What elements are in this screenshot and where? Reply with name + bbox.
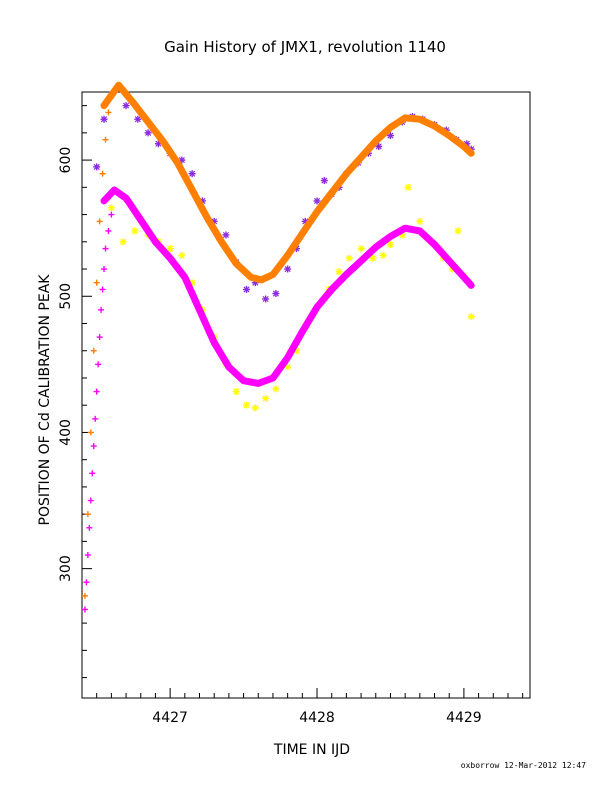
y-minor-ticks [82,105,87,679]
chart-title: Gain History of JMX1, revolution 1140 [164,38,446,56]
data-point [100,115,108,123]
y-tick-label: 300 [58,555,74,582]
data-point [105,109,112,116]
data-point [284,265,292,273]
data-point [108,211,115,218]
data-point [320,177,328,185]
data-point [357,245,365,253]
data-point [335,268,343,276]
data-point [386,241,394,249]
data-point [101,266,108,273]
y-tick-label: 400 [58,419,74,446]
data-point [188,170,196,178]
data-point [92,415,99,422]
data-point [99,170,106,177]
fit-curve-fit_low [100,186,475,387]
data-point [96,334,103,341]
data-point [134,115,142,123]
data-point [87,429,94,436]
series-fit_low [100,186,475,387]
fit-curve-fit_high [100,81,475,284]
data-point [272,385,280,393]
y-tick-label: 500 [58,283,74,310]
data-point [313,197,321,205]
data-point [251,404,259,412]
x-axis-label: TIME IN IJD [273,742,350,758]
data-point [122,102,130,110]
data-point [166,245,174,253]
y-axis-ticks: 300 400 500 600 [58,147,92,582]
data-point [90,347,97,354]
data-point [89,470,96,477]
data-point [416,217,424,225]
data-point [243,401,251,409]
data-point [90,443,97,450]
data-point [99,286,106,293]
data-point [144,129,152,137]
x-axis-ticks: 4427 4428 4429 [152,688,482,726]
data-point [81,606,88,613]
data-point [87,497,94,504]
x-tick-label: 4428 [299,710,335,726]
series-layer [81,81,475,613]
data-point [95,361,102,368]
data-point [93,388,100,395]
x-tick-label: 4427 [152,710,188,726]
data-point [386,132,394,140]
series-rise_low [81,211,115,613]
data-point [222,231,230,239]
data-point [404,183,412,191]
data-point [262,394,270,402]
data-point [131,227,139,235]
data-point [81,592,88,599]
series-raw_low [107,183,475,412]
data-point [98,306,105,313]
data-point [107,204,115,212]
x-tick-label: 4429 [446,710,482,726]
data-point [467,313,475,321]
data-point [93,279,100,286]
data-point [102,245,109,252]
data-point [272,290,280,298]
y-axis-label: POSITION OF Cd CALIBRATION PEAK [37,274,53,526]
data-point [379,251,387,259]
data-point [178,251,186,259]
x-minor-ticks [96,693,524,698]
data-point [375,142,383,150]
data-point [232,388,240,396]
data-point [105,227,112,234]
data-point [119,238,127,246]
data-point [84,511,91,518]
data-point [93,163,101,171]
data-point [243,285,251,293]
data-point [454,227,462,235]
data-point [86,524,93,531]
data-point [345,254,353,262]
data-point [369,254,377,262]
footer-credit: oxborrow 12-Mar-2012 12:47 [461,761,586,770]
plot-frame [81,91,531,699]
data-point [83,579,90,586]
data-point [102,136,109,143]
y-tick-label: 600 [58,147,74,174]
series-fit_high [100,81,475,284]
data-point [84,552,91,559]
data-point [96,218,103,225]
data-point [262,295,270,303]
